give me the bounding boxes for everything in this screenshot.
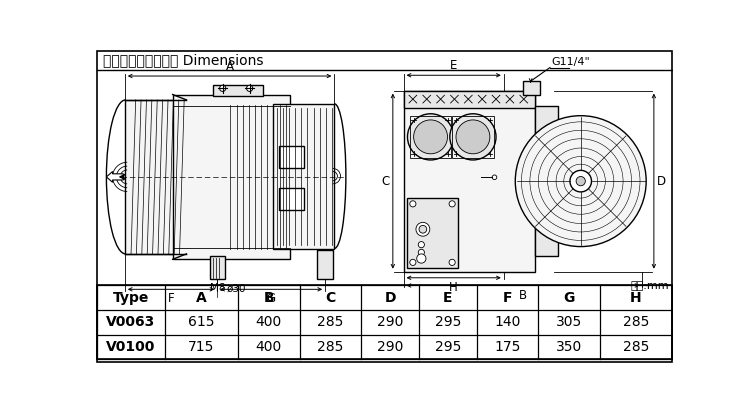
Text: 615: 615 bbox=[188, 315, 214, 329]
Circle shape bbox=[449, 259, 455, 265]
Circle shape bbox=[419, 249, 424, 256]
Text: B: B bbox=[519, 289, 527, 301]
Text: V0063: V0063 bbox=[106, 315, 156, 329]
Circle shape bbox=[450, 114, 496, 160]
Bar bbox=[98, 285, 671, 360]
Circle shape bbox=[449, 201, 455, 207]
Text: 295: 295 bbox=[435, 315, 461, 329]
Text: 400: 400 bbox=[256, 315, 282, 329]
Text: Type: Type bbox=[112, 291, 149, 305]
Text: H: H bbox=[630, 291, 641, 305]
Bar bbox=[452, 116, 494, 157]
Circle shape bbox=[515, 116, 646, 247]
Circle shape bbox=[419, 242, 424, 248]
Text: A: A bbox=[196, 291, 207, 305]
Bar bbox=[404, 91, 535, 272]
Text: E: E bbox=[443, 291, 453, 305]
Bar bbox=[125, 100, 187, 254]
Bar bbox=[404, 91, 535, 108]
Circle shape bbox=[220, 85, 226, 92]
Text: 295: 295 bbox=[435, 340, 461, 354]
Bar bbox=[273, 104, 334, 249]
Circle shape bbox=[410, 259, 416, 265]
Text: 715: 715 bbox=[188, 340, 214, 354]
Text: 290: 290 bbox=[377, 315, 404, 329]
Text: 140: 140 bbox=[494, 315, 520, 329]
Text: 285: 285 bbox=[317, 340, 344, 354]
Text: 175: 175 bbox=[494, 340, 520, 354]
Bar bbox=[317, 250, 333, 279]
Bar bbox=[407, 198, 458, 268]
Text: C: C bbox=[326, 291, 335, 305]
Bar bbox=[172, 94, 290, 259]
Text: D: D bbox=[385, 291, 396, 305]
Text: H: H bbox=[449, 281, 458, 294]
Bar bbox=[279, 146, 304, 168]
Text: V0100: V0100 bbox=[106, 340, 156, 354]
Circle shape bbox=[576, 177, 585, 186]
Text: 305: 305 bbox=[556, 315, 582, 329]
Bar bbox=[213, 85, 263, 96]
Text: 285: 285 bbox=[622, 315, 649, 329]
Circle shape bbox=[407, 114, 454, 160]
Bar bbox=[410, 116, 452, 157]
Text: ø30: ø30 bbox=[226, 283, 246, 293]
Text: 290: 290 bbox=[377, 340, 404, 354]
Text: 350: 350 bbox=[556, 340, 582, 354]
Text: D: D bbox=[657, 175, 666, 188]
Text: C: C bbox=[382, 175, 390, 188]
Text: 外型尺寸及安裝尺寸 Dimensions: 外型尺寸及安裝尺寸 Dimensions bbox=[104, 53, 264, 67]
Text: G: G bbox=[266, 292, 276, 306]
Circle shape bbox=[419, 225, 427, 233]
Text: F: F bbox=[168, 292, 175, 306]
FancyArrow shape bbox=[106, 171, 123, 182]
Text: B: B bbox=[263, 291, 274, 305]
Circle shape bbox=[416, 222, 430, 236]
Circle shape bbox=[456, 120, 490, 154]
Text: 單位:mm: 單位:mm bbox=[631, 281, 669, 291]
Bar bbox=[209, 256, 225, 279]
Text: 400: 400 bbox=[256, 340, 282, 354]
Text: A: A bbox=[226, 60, 233, 73]
Bar bbox=[279, 189, 304, 210]
Text: F: F bbox=[503, 291, 512, 305]
Text: G: G bbox=[563, 291, 574, 305]
Circle shape bbox=[570, 171, 592, 192]
Circle shape bbox=[410, 201, 416, 207]
Circle shape bbox=[492, 175, 496, 180]
Text: 285: 285 bbox=[622, 340, 649, 354]
Text: M8: M8 bbox=[210, 283, 226, 293]
Bar bbox=[535, 106, 558, 256]
Text: E: E bbox=[450, 59, 458, 72]
Bar bbox=[523, 81, 540, 94]
Text: G11/4": G11/4" bbox=[551, 57, 590, 67]
Circle shape bbox=[247, 85, 253, 92]
Circle shape bbox=[417, 254, 426, 263]
Circle shape bbox=[414, 120, 448, 154]
Text: 285: 285 bbox=[317, 315, 344, 329]
